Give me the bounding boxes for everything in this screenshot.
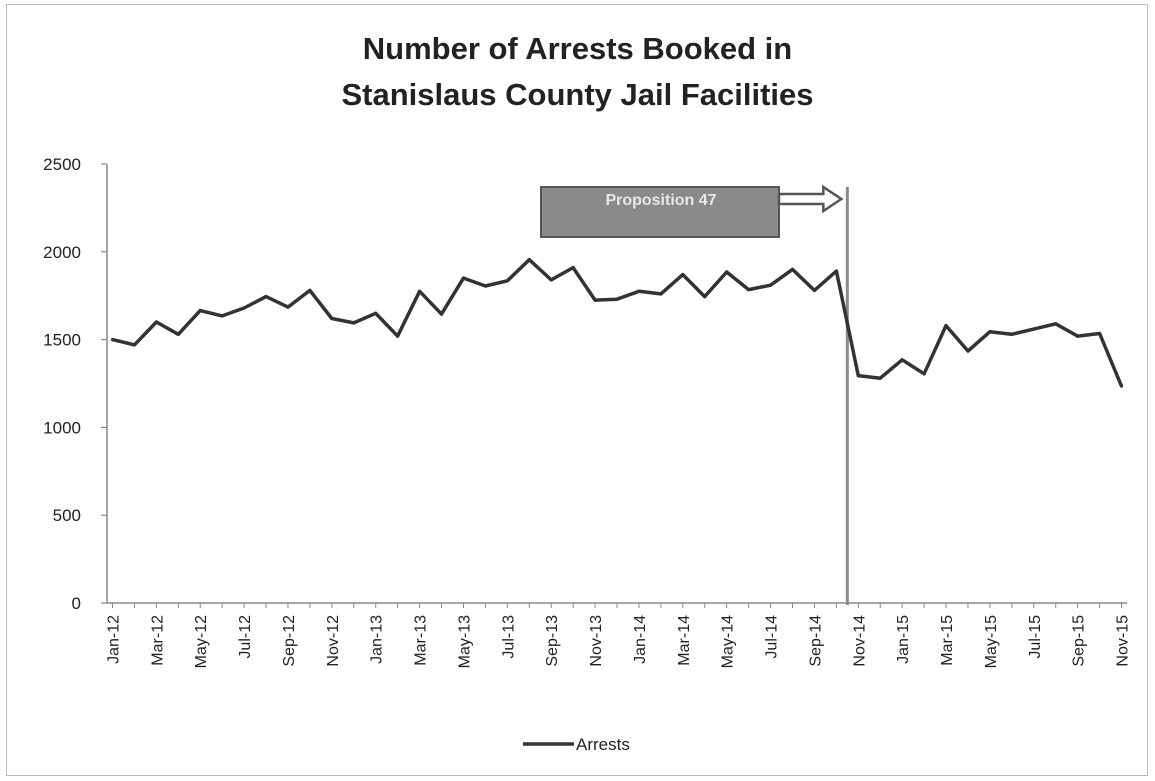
data-point <box>790 267 795 271</box>
x-tick-label: Jan-15 <box>895 615 912 664</box>
x-tick-label: Mar-12 <box>149 615 166 666</box>
data-point <box>110 338 115 342</box>
data-point <box>374 311 378 315</box>
x-tick-label: Jan-12 <box>105 615 122 664</box>
data-point <box>1010 332 1014 336</box>
data-point <box>418 289 422 293</box>
data-point <box>856 374 860 378</box>
x-tick-label: Jul-13 <box>500 615 517 659</box>
x-tick-label: Jan-14 <box>632 615 649 664</box>
x-ticks: Jan-12 Mar-12 May-12 Jul-12 Sep-12 Nov-12 Jan-… <box>105 603 1132 668</box>
data-point <box>286 305 290 309</box>
x-tick-label: May-12 <box>193 615 210 668</box>
x-tick-label: Jul-12 <box>237 615 254 659</box>
x-tick-label: May-14 <box>720 615 737 668</box>
x-tick-label: Sep-15 <box>1071 615 1088 667</box>
data-point <box>330 316 334 321</box>
x-tick-label: Mar-13 <box>413 615 430 666</box>
x-tick-label: Sep-13 <box>544 615 561 667</box>
series-layer <box>110 257 1124 388</box>
x-tick-label: Jul-14 <box>764 615 781 659</box>
data-point <box>944 324 948 328</box>
data-point <box>483 284 487 288</box>
data-point <box>308 288 312 292</box>
chart-frame <box>6 4 1148 776</box>
data-point <box>900 358 904 362</box>
chart-title: Number of Arrests Booked in Stanislaus C… <box>0 26 1155 118</box>
data-point <box>439 312 444 316</box>
y-tick-label: 0 <box>72 594 81 613</box>
data-point <box>571 266 575 270</box>
x-tick-label: Nov-12 <box>325 615 342 667</box>
data-point <box>549 278 553 282</box>
data-point <box>264 295 268 299</box>
proposition-47-label-box <box>540 186 780 238</box>
y-ticks: 0 500 1000 1500 2000 2500 <box>43 155 107 613</box>
data-point <box>659 292 663 296</box>
data-point <box>878 376 882 380</box>
data-point <box>1119 384 1124 388</box>
legend: Arrests <box>523 735 630 754</box>
data-point <box>1076 334 1080 338</box>
annotation: Proposition 47 <box>540 184 849 605</box>
legend-label-arrests: Arrests <box>576 735 630 754</box>
chart-title-line1: Number of Arrests Booked in <box>362 31 793 66</box>
data-point <box>966 349 970 353</box>
data-point <box>1098 331 1102 336</box>
chart-title-line2: Stanislaus County Jail Facilities <box>341 77 814 112</box>
data-point <box>1054 322 1058 326</box>
data-point <box>768 283 773 287</box>
data-point <box>242 306 246 310</box>
data-point <box>220 314 224 318</box>
data-point <box>922 372 926 376</box>
data-point <box>505 279 509 283</box>
x-tick-label: May-13 <box>456 615 473 668</box>
x-tick-label: Mar-14 <box>676 615 693 666</box>
x-tick-label: Nov-13 <box>588 615 605 667</box>
series-line-arrests <box>112 257 1124 387</box>
data-point <box>1032 327 1036 331</box>
data-point <box>834 269 839 273</box>
x-tick-label: Mar-15 <box>939 615 956 666</box>
x-tick-label: Jul-15 <box>1027 615 1044 659</box>
x-tick-label: Nov-14 <box>851 615 868 667</box>
data-point <box>396 334 400 338</box>
y-tick-label: 2000 <box>43 243 81 262</box>
y-tick-label: 1000 <box>43 418 81 437</box>
data-point <box>132 343 136 347</box>
data-point <box>988 330 992 334</box>
data-point <box>527 258 531 262</box>
data-point <box>461 276 466 280</box>
y-tick-label: 2500 <box>43 155 81 174</box>
arrow-right-icon <box>777 184 844 214</box>
data-point <box>637 289 641 293</box>
data-point <box>681 273 685 277</box>
data-point <box>593 298 597 302</box>
x-tick-label: May-15 <box>983 615 1000 668</box>
x-tick-label: Sep-14 <box>807 615 824 667</box>
y-tick-label: 1500 <box>43 331 81 350</box>
data-point <box>154 320 158 324</box>
data-point <box>176 332 180 336</box>
data-point <box>703 295 707 299</box>
x-tick-label: Jan-13 <box>369 615 386 664</box>
data-point <box>812 288 817 292</box>
x-tick-label: Nov-15 <box>1115 615 1132 667</box>
y-tick-label: 500 <box>53 506 81 525</box>
data-point <box>198 309 202 313</box>
proposition-47-label: Proposition 47 <box>605 192 716 209</box>
data-point <box>725 270 729 274</box>
x-tick-label: Sep-12 <box>281 615 298 667</box>
data-point <box>352 321 356 325</box>
data-point <box>615 297 619 301</box>
data-point <box>747 288 751 292</box>
